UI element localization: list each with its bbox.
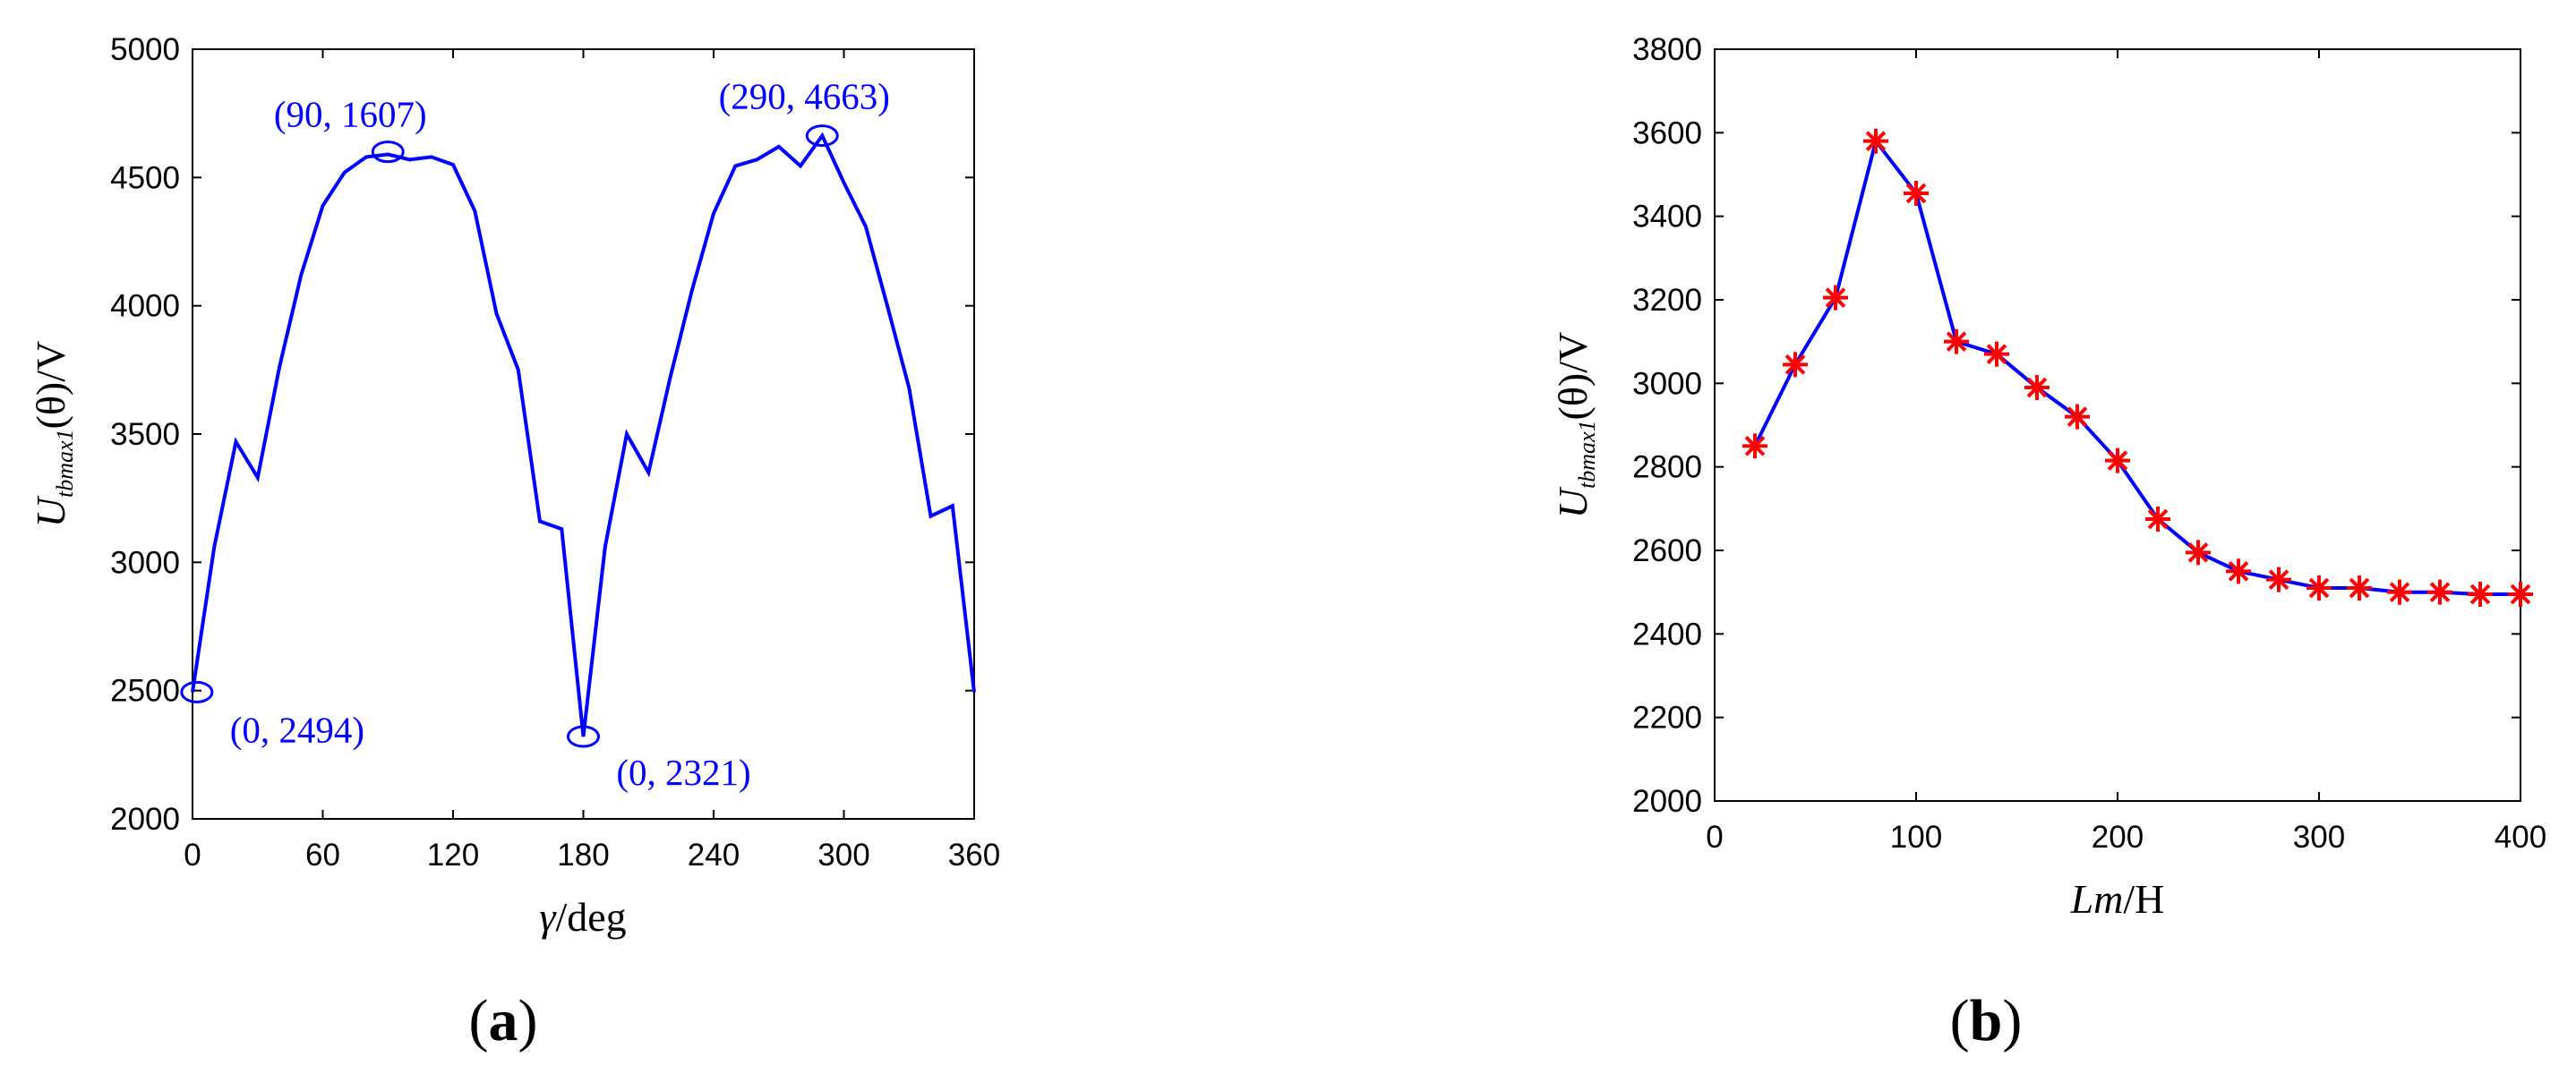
y-tick-label: 3800	[1632, 32, 1702, 67]
annotation-ellipse	[805, 124, 839, 148]
panel-a: 2000 2500 3000 3500 4000 4500 5000 0 60 120 180 24…	[28, 32, 1000, 1053]
data-point-marker	[2024, 375, 2050, 400]
x-tick-label: 100	[1890, 820, 1942, 855]
data-point-marker	[1984, 341, 2009, 367]
annotation-ellipse	[371, 141, 405, 164]
y-tick-label: 3200	[1632, 283, 1702, 318]
y-tick-label: 3600	[1632, 115, 1702, 150]
annotation-ellipse	[567, 725, 600, 748]
x-tick-label: 400	[2495, 820, 2546, 855]
y-tick-label: 3500	[110, 417, 180, 452]
y-ticks-a: 2000 2500 3000 3500 4000 4500 5000	[110, 32, 974, 837]
y-tick-label: 4500	[110, 160, 180, 195]
x-tick-label: 360	[948, 838, 1000, 873]
data-point-marker	[2145, 507, 2170, 532]
panel-label-b: (b)	[1950, 988, 2023, 1053]
x-tick-label: 120	[427, 838, 479, 873]
annotation: (0, 2494)	[180, 680, 364, 750]
y-tick-label: 5000	[110, 32, 180, 67]
y-tick-label: 2500	[110, 674, 180, 709]
markers-b	[1742, 128, 2533, 607]
data-point-marker	[1944, 328, 1969, 354]
data-point-marker	[2186, 540, 2211, 566]
x-ticks-a: 0 60 120 180 240 300 360	[184, 49, 1000, 873]
data-point-marker	[2508, 582, 2533, 607]
y-axis-label-a: Utbmax1(θ)/V	[28, 341, 78, 527]
x-axis-label-a: γ/deg	[539, 894, 626, 940]
annotations-a: (90, 1607) (290, 4663) (0, 2494) (0, 2321)	[180, 76, 890, 793]
x-tick-label: 240	[688, 838, 740, 873]
y-tick-label: 2600	[1632, 533, 1702, 568]
y-tick-label: 2000	[110, 802, 180, 837]
y-axis-label-b: Utbmax1(θ)/V	[1550, 332, 1600, 518]
data-point-marker	[1863, 128, 1888, 154]
annotation: (290, 4663)	[719, 76, 890, 148]
data-point-marker	[1742, 433, 1767, 459]
data-point-marker	[2266, 567, 2291, 592]
y-tick-label: 2000	[1632, 784, 1702, 819]
y-tick-label: 2200	[1632, 701, 1702, 736]
plot-frame-a	[192, 48, 975, 820]
x-tick-label: 60	[305, 838, 340, 873]
data-point-marker	[2427, 579, 2452, 605]
y-tick-label: 2800	[1632, 450, 1702, 485]
y-tick-label: 3400	[1632, 200, 1702, 234]
annotation-label: (0, 2494)	[230, 709, 364, 750]
x-tick-label: 0	[184, 838, 201, 873]
y-ticks-b: 2000 2200 2400 2600 2800 3000 3200 3400 3600 3800	[1632, 32, 2520, 819]
series-line-a	[191, 132, 976, 737]
x-tick-label: 200	[2092, 820, 2144, 855]
data-point-marker	[1783, 352, 1808, 378]
y-tick-label: 2400	[1632, 617, 1702, 652]
x-tick-label: 300	[817, 838, 869, 873]
data-point-marker	[2105, 447, 2130, 473]
y-tick-label: 4000	[110, 289, 180, 324]
data-point-marker	[2387, 579, 2412, 605]
data-point-marker	[1823, 285, 1848, 311]
x-tick-label: 0	[1706, 820, 1723, 855]
annotation: (90, 1607)	[274, 94, 427, 164]
x-tick-label: 180	[557, 838, 609, 873]
panel-b: 2000220024002600280030003200340036003800…	[1550, 32, 2546, 1053]
data-point-marker	[1904, 181, 1929, 206]
annotation-label: (90, 1607)	[274, 94, 427, 135]
annotation-label: (0, 2321)	[616, 752, 750, 793]
annotation: (0, 2321)	[567, 725, 751, 793]
data-point-marker	[2468, 582, 2493, 607]
data-point-marker	[2226, 558, 2251, 584]
data-point-marker	[2347, 575, 2372, 601]
y-tick-label: 3000	[110, 545, 180, 580]
panel-label-a: (a)	[469, 988, 538, 1053]
x-axis-label-b: Lm/H	[2070, 876, 2165, 922]
x-tick-label: 300	[2293, 820, 2345, 855]
plot-frame-b	[1714, 48, 2521, 802]
data-point-marker	[2306, 575, 2332, 601]
data-point-marker	[2065, 404, 2090, 430]
y-tick-label: 3000	[1632, 366, 1702, 401]
annotation-label: (290, 4663)	[719, 76, 890, 117]
annotation-ellipse	[180, 680, 214, 703]
x-ticks-b: 0 100 200 300 400	[1706, 49, 2546, 855]
